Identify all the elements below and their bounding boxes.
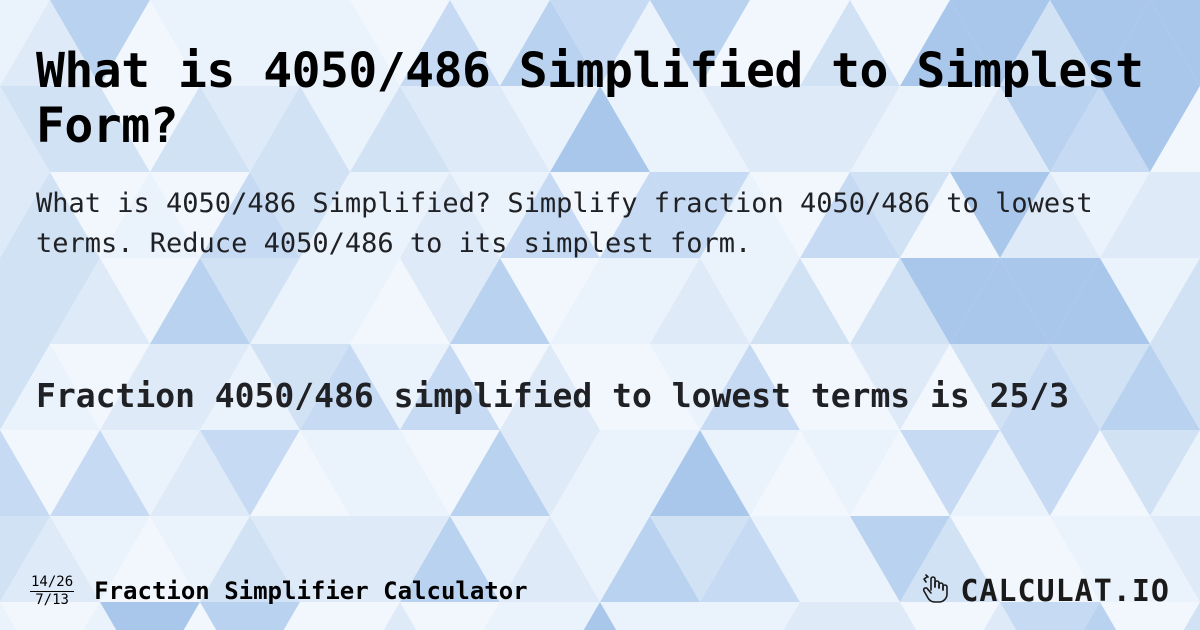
page-title: What is 4050/486 Simplified to Simplest … <box>36 44 1164 154</box>
brand-text: CALCULAT.IO <box>960 574 1170 609</box>
main-content: What is 4050/486 Simplified to Simplest … <box>0 0 1200 419</box>
hand-pointer-icon <box>918 572 952 610</box>
footer-label: Fraction Simplifier Calculator <box>94 577 527 605</box>
page-description: What is 4050/486 Simplified? Simplify fr… <box>36 184 1164 262</box>
fraction-icon-top: 14/26 <box>30 574 74 592</box>
fraction-icon: 14/26 7/13 <box>30 574 74 609</box>
fraction-icon-bottom: 7/13 <box>35 592 69 609</box>
footer: 14/26 7/13 Fraction Simplifier Calculato… <box>0 552 1200 630</box>
brand: CALCULAT.IO <box>918 572 1170 610</box>
page-answer: Fraction 4050/486 simplified to lowest t… <box>36 373 1164 419</box>
